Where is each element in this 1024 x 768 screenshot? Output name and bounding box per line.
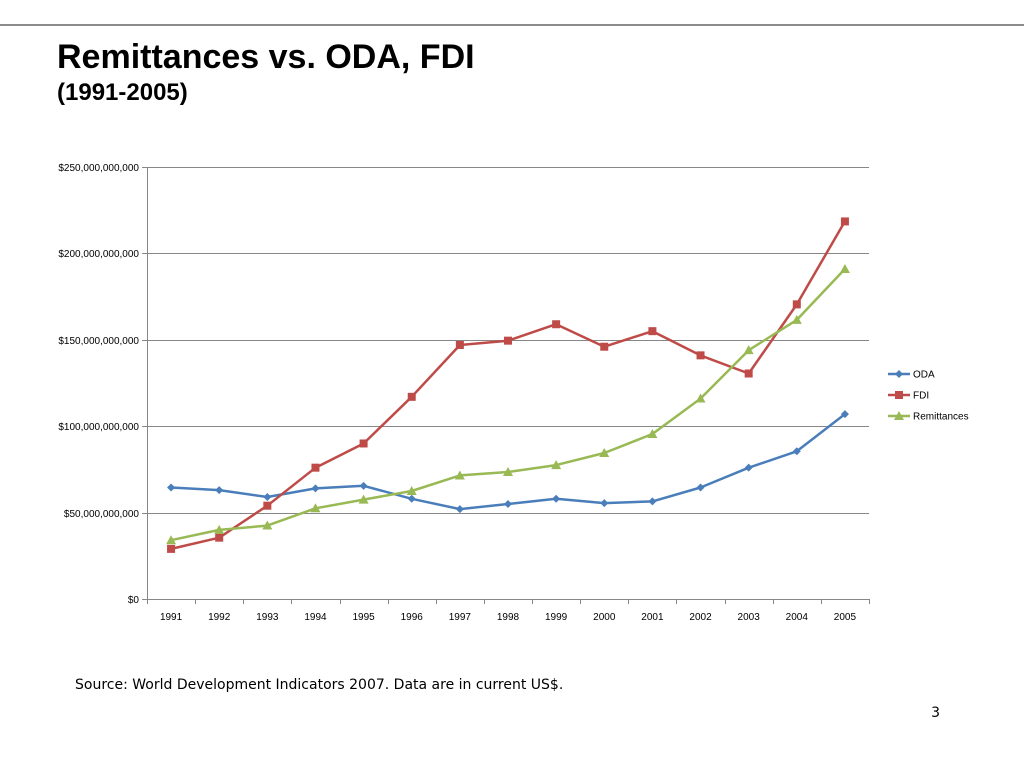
legend-label: FDI [913, 391, 929, 402]
remittances-point [454, 470, 465, 480]
oda-point [407, 494, 416, 503]
fdi-point [455, 340, 464, 349]
legend-item-remittances: Remittances [888, 411, 969, 423]
page-number: 3 [931, 705, 940, 721]
x-tick-label: 1998 [497, 612, 520, 623]
x-tick-label: 1992 [208, 612, 231, 623]
fdi-point [744, 369, 753, 378]
remittances-point [599, 447, 610, 457]
oda-point [696, 483, 705, 492]
x-tick-label: 1994 [304, 612, 327, 623]
y-tick-label: $50,000,000,000 [64, 509, 140, 520]
fdi-point [311, 463, 320, 472]
fdi-line [169, 220, 847, 551]
x-tick-label: 1996 [401, 612, 424, 623]
oda-point [311, 484, 320, 493]
slide-title: Remittances vs. ODA, FDI [57, 38, 475, 76]
remittances-point [503, 466, 513, 476]
slide-subtitle: (1991-2005) [57, 79, 188, 106]
legend-item-fdi: FDI [888, 391, 929, 402]
fdi-point [359, 439, 368, 448]
remittances-point [743, 345, 754, 355]
fdi-point [504, 336, 512, 345]
x-tick-label: 2003 [738, 612, 761, 623]
remittances-point [358, 494, 369, 504]
remittances-point [406, 486, 417, 495]
x-tick-label: 2004 [786, 612, 809, 623]
remittances-point [214, 524, 225, 534]
axes: $0 $50,000,000,000 $100,000,000,000 $150,00… [58, 163, 870, 623]
series-oda [167, 410, 849, 514]
oda-point [263, 493, 272, 502]
remittances-point [262, 520, 273, 530]
fdi-point [696, 351, 705, 360]
x-tick-label: 1991 [160, 612, 183, 623]
fdi-point [840, 217, 849, 226]
oda-point [215, 486, 224, 495]
top-divider [0, 24, 1024, 26]
y-tick-label: $250,000,000,000 [58, 163, 139, 174]
y-tick-label: $0 [128, 595, 140, 606]
x-tick-label: 1995 [352, 612, 375, 623]
fdi-point [552, 320, 561, 329]
x-tick-label: 2001 [641, 612, 664, 623]
legend: ODA FDI Remittances [888, 370, 969, 423]
legend-marker [895, 391, 903, 399]
remittances-line [169, 267, 847, 542]
x-tick-label: 2000 [593, 612, 616, 623]
oda-point [840, 410, 849, 419]
oda-point [648, 497, 657, 506]
fdi-point [407, 392, 416, 401]
legend-label: ODA [913, 370, 935, 381]
oda-point [167, 483, 176, 492]
legend-label: Remittances [913, 412, 969, 423]
fdi-point [263, 501, 272, 510]
remittances-point [839, 263, 850, 273]
y-tick-label: $150,000,000,000 [58, 336, 139, 347]
oda-point [600, 499, 609, 508]
x-tick-label: 2002 [689, 612, 712, 623]
oda-point [455, 505, 464, 514]
line-chart: $0 $50,000,000,000 $100,000,000,000 $150,00… [58, 163, 969, 623]
remittances-point [791, 314, 802, 324]
remittances-point [310, 503, 321, 513]
series-lines [166, 217, 850, 553]
oda-line [169, 412, 847, 511]
oda-point [359, 481, 368, 490]
remittances-point [647, 428, 658, 438]
x-tick-label: 2005 [834, 612, 857, 623]
x-tick-label: 1999 [545, 612, 568, 623]
x-tick-label: 1997 [449, 612, 472, 623]
fdi-point [600, 342, 609, 351]
fdi-point [215, 533, 224, 542]
y-tick-label: $200,000,000,000 [58, 249, 139, 260]
oda-point [744, 463, 753, 472]
legend-item-oda: ODA [888, 370, 935, 381]
fdi-point [648, 327, 657, 336]
remittances-point [551, 460, 562, 470]
oda-point [504, 499, 512, 508]
oda-point [792, 447, 801, 456]
remittances-point [166, 535, 177, 545]
y-tick-label: $100,000,000,000 [58, 422, 139, 433]
oda-point [552, 494, 561, 503]
remittances-point [695, 393, 706, 403]
legend-marker [894, 411, 904, 420]
series-remittances [166, 263, 850, 545]
fdi-point [792, 300, 801, 309]
source-note: Source: World Development Indicators 200… [75, 677, 564, 693]
legend-marker [895, 370, 903, 378]
fdi-point [167, 544, 176, 553]
x-tick-label: 1993 [256, 612, 279, 623]
